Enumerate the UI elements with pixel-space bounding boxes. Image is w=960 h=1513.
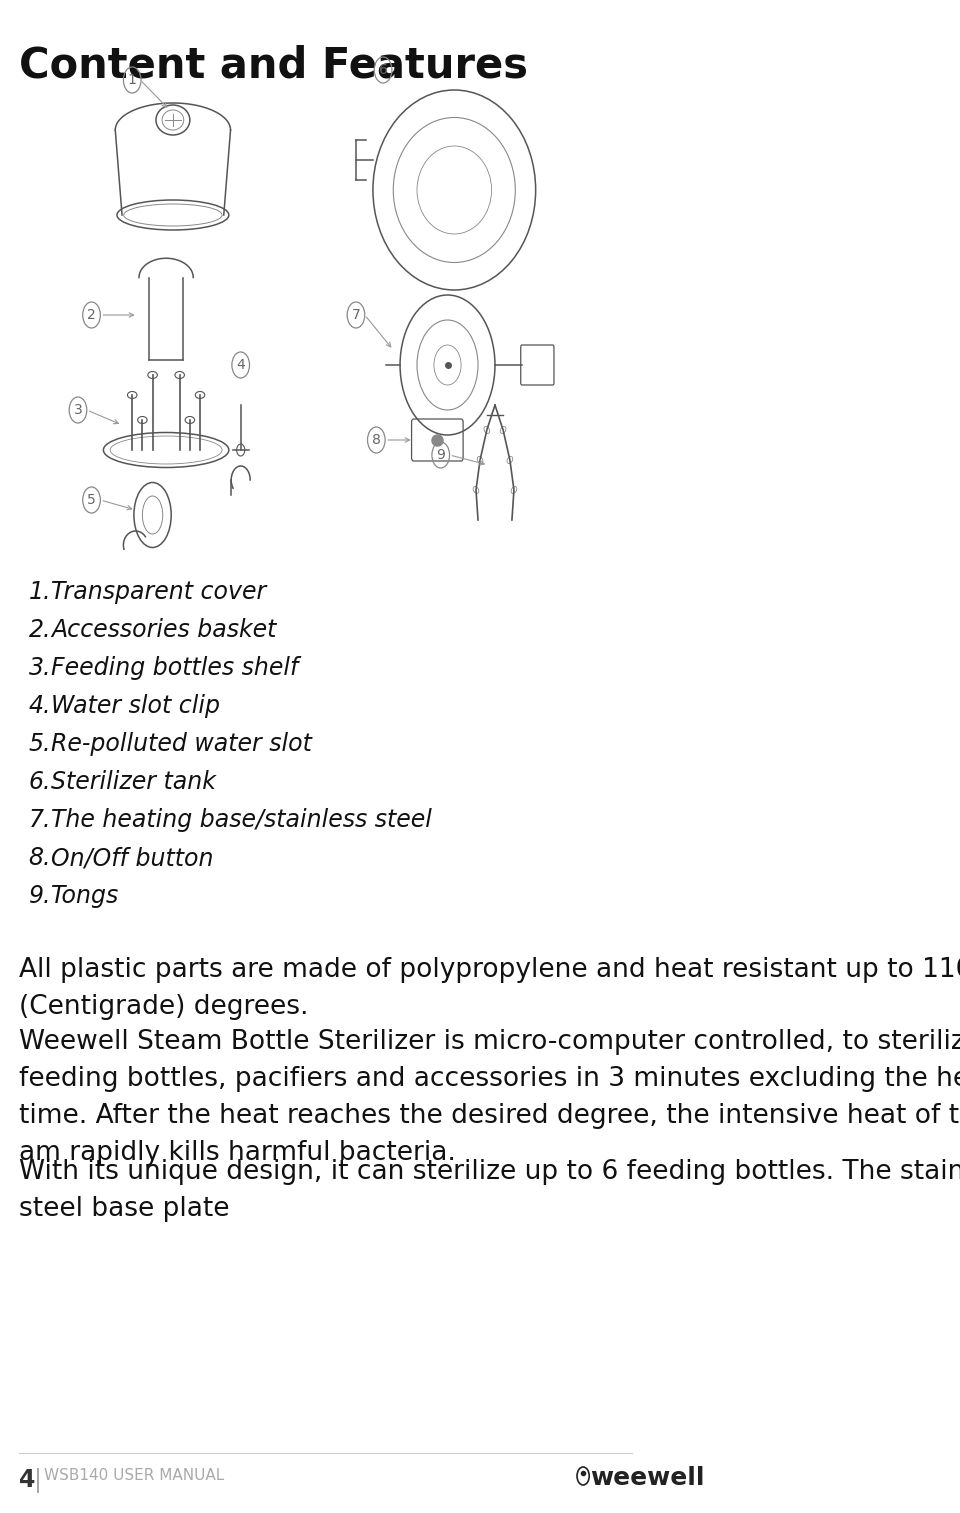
Text: 8: 8 bbox=[372, 433, 381, 446]
Text: 6.: 6. bbox=[29, 770, 51, 794]
Text: 2.: 2. bbox=[29, 617, 51, 642]
Text: Transparent cover: Transparent cover bbox=[51, 579, 266, 604]
Text: Feeding bottles shelf: Feeding bottles shelf bbox=[51, 657, 299, 679]
Text: Accessories basket: Accessories basket bbox=[51, 617, 276, 642]
Text: 4.: 4. bbox=[29, 694, 51, 719]
Text: 9: 9 bbox=[436, 448, 445, 461]
Text: |: | bbox=[34, 1468, 42, 1493]
Text: 5: 5 bbox=[87, 493, 96, 507]
Text: Sterilizer tank: Sterilizer tank bbox=[51, 770, 216, 794]
Text: 5.: 5. bbox=[29, 732, 51, 756]
Text: 3: 3 bbox=[74, 402, 83, 418]
Text: Re-polluted water slot: Re-polluted water slot bbox=[51, 732, 312, 756]
Text: On/Off button: On/Off button bbox=[51, 846, 213, 870]
Text: 1: 1 bbox=[128, 73, 136, 88]
Text: 7.: 7. bbox=[29, 808, 51, 832]
Text: WSB140 USER MANUAL: WSB140 USER MANUAL bbox=[44, 1468, 225, 1483]
Text: Water slot clip: Water slot clip bbox=[51, 694, 220, 719]
Text: 4: 4 bbox=[236, 359, 245, 372]
Text: The heating base/stainless steel: The heating base/stainless steel bbox=[51, 808, 432, 832]
Text: weewell: weewell bbox=[589, 1466, 705, 1490]
Text: 8.: 8. bbox=[29, 846, 51, 870]
Text: Tongs: Tongs bbox=[51, 884, 119, 908]
Text: 3.: 3. bbox=[29, 657, 51, 679]
Text: Content and Features: Content and Features bbox=[19, 45, 528, 88]
Text: Weewell Steam Bottle Sterilizer is micro-computer controlled, to sterilize the
f: Weewell Steam Bottle Sterilizer is micro… bbox=[19, 1029, 960, 1167]
Text: 4: 4 bbox=[19, 1468, 36, 1492]
Text: With its unique design, it can sterilize up to 6 feeding bottles. The stainless
: With its unique design, it can sterilize… bbox=[19, 1159, 960, 1223]
Text: All plastic parts are made of polypropylene and heat resistant up to 110°C
(Cent: All plastic parts are made of polypropyl… bbox=[19, 958, 960, 1020]
Text: 7: 7 bbox=[351, 309, 360, 322]
Text: 6: 6 bbox=[378, 64, 388, 77]
Text: 2: 2 bbox=[87, 309, 96, 322]
Text: 1.: 1. bbox=[29, 579, 51, 604]
Text: 9.: 9. bbox=[29, 884, 51, 908]
